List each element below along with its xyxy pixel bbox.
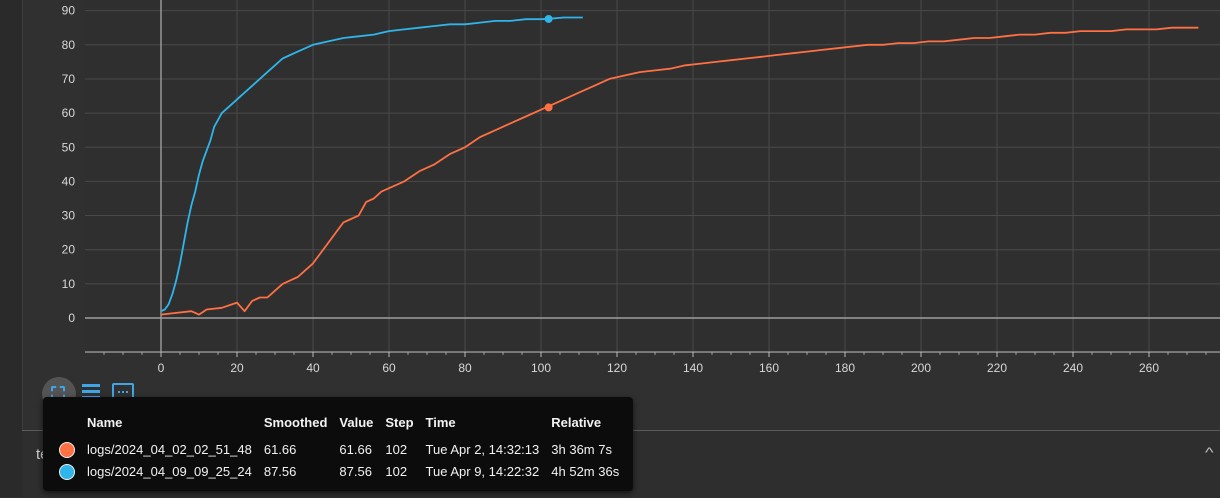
x-tick-label: 80 <box>458 361 472 375</box>
chevron-up-icon[interactable]: ^ <box>1205 444 1214 460</box>
tooltip-header-name: Name <box>87 415 123 430</box>
tooltip-swatch-header <box>53 415 81 438</box>
y-tick-label: 10 <box>62 277 76 291</box>
tooltip-header-smoothed: Smoothed <box>263 415 328 430</box>
y-tick-label: 50 <box>62 140 76 154</box>
series-swatch <box>59 441 75 458</box>
series-line-2 <box>160 16 583 313</box>
y-tick-label: 90 <box>62 4 76 18</box>
tooltip-relative: 3h 36m 7s <box>551 441 612 457</box>
x-tick-label: 0 <box>158 361 165 375</box>
x-tick-label: 260 <box>1139 361 1159 375</box>
x-tick-label: 140 <box>683 361 703 375</box>
range-select-icon <box>118 391 128 393</box>
tooltip-smoothed: 61.66 <box>263 441 297 457</box>
tooltip-header-relative: Relative <box>551 415 602 430</box>
y-tick-label: 30 <box>62 209 76 223</box>
plot-area <box>85 0 1220 352</box>
tooltip-row: logs/2024_04_09_09_25_24 87.56 87.56 102… <box>53 461 625 484</box>
tooltip: Name Smoothed Value Step Time Relative l… <box>43 397 633 491</box>
line-chart[interactable]: 0 10 20 30 40 50 60 70 80 90 0 20 40 60 80 100 120 140 160… <box>0 0 1220 430</box>
tooltip-header-value: Value <box>339 415 374 430</box>
tooltip-value: 61.66 <box>339 441 372 457</box>
tooltip-table: Name Smoothed Value Step Time Relative l… <box>53 415 625 483</box>
x-tick-label: 200 <box>911 361 931 375</box>
series-marker-1 <box>544 103 553 112</box>
left-gutter <box>0 0 22 497</box>
y-tick-label: 0 <box>68 311 75 325</box>
tooltip-name: logs/2024_04_02_02_51_48 <box>87 441 252 457</box>
x-tick-label: 240 <box>1063 361 1083 375</box>
y-tick-label: 20 <box>62 243 76 257</box>
y-tick-label: 60 <box>62 106 76 120</box>
tooltip-header-row: Name Smoothed Value Step Time Relative <box>53 415 625 438</box>
list-icon <box>82 384 100 387</box>
tooltip-step: 102 <box>385 441 408 457</box>
tooltip-header-step: Step <box>385 415 414 430</box>
list-icon-bar <box>82 390 100 393</box>
tooltip-time: Tue Apr 9, 14:22:32 <box>425 464 540 480</box>
tooltip-swatch-cell <box>53 461 81 484</box>
y-tick-label: 70 <box>62 72 76 86</box>
tooltip-value: 87.56 <box>339 464 372 480</box>
tooltip-smoothed: 87.56 <box>263 464 297 480</box>
x-tick-label: 160 <box>759 361 779 375</box>
tooltip-time: Tue Apr 2, 14:32:13 <box>425 441 540 457</box>
tooltip-name: logs/2024_04_09_09_25_24 <box>87 464 252 480</box>
series-marker-2 <box>544 14 553 23</box>
series-line-1 <box>160 26 1199 316</box>
y-tick-label: 80 <box>62 38 76 52</box>
gutter-divider <box>22 0 23 430</box>
series-swatch <box>59 464 75 481</box>
x-tick-label: 100 <box>531 361 551 375</box>
tooltip-step: 102 <box>385 464 408 480</box>
tooltip-relative: 4h 52m 36s <box>551 464 620 480</box>
x-tick-label: 220 <box>987 361 1007 375</box>
tooltip-swatch-cell <box>53 438 81 461</box>
x-tick-label: 60 <box>382 361 396 375</box>
x-tick-label: 20 <box>230 361 244 375</box>
tooltip-row: logs/2024_04_02_02_51_48 61.66 61.66 102… <box>53 438 625 461</box>
y-tick-label: 40 <box>62 174 76 188</box>
x-tick-label: 180 <box>835 361 855 375</box>
x-tick-label: 120 <box>607 361 627 375</box>
x-tick-label: 40 <box>306 361 320 375</box>
tooltip-header-time: Time <box>425 415 456 430</box>
